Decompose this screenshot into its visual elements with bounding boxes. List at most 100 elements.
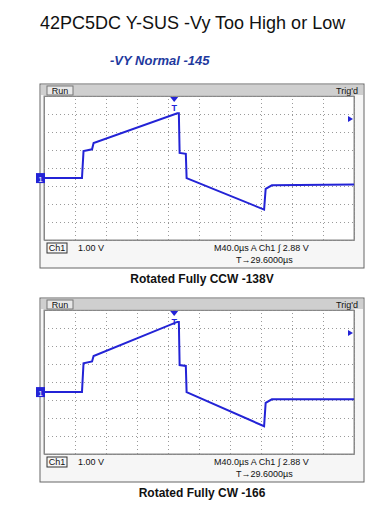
y-grid-line — [44, 328, 354, 329]
trace — [44, 113, 354, 209]
x-grid-line — [230, 96, 231, 240]
y-axis-line — [45, 97, 355, 241]
y-grid-line — [44, 114, 354, 115]
screen-frame — [40, 298, 364, 482]
x-grid-line — [323, 96, 324, 240]
channel-marker-box — [36, 387, 45, 397]
trigger-arrow — [170, 97, 178, 102]
screen-frame — [40, 84, 364, 268]
y-grid-line — [44, 132, 354, 133]
trace-group — [44, 113, 354, 209]
trigger-arrow — [170, 311, 178, 316]
trigger-marker: T — [171, 103, 177, 113]
plot-area — [44, 310, 354, 454]
x-tick — [261, 310, 262, 454]
status-bar — [41, 299, 363, 309]
y-tick — [44, 114, 354, 115]
x-tick — [106, 96, 107, 240]
trigger-level-arrow — [348, 116, 353, 122]
trigger-position: T→29.6000µs — [236, 469, 293, 479]
page-subtitle: -VY Normal -145 — [110, 53, 210, 68]
x-grid-line — [75, 96, 76, 240]
run-status: Run — [52, 86, 69, 96]
y-grid-line — [44, 168, 354, 169]
plot-frame — [44, 96, 354, 240]
plot-area — [44, 96, 354, 240]
x-tick — [323, 310, 324, 454]
y-tick — [44, 436, 354, 437]
y-grid-line — [44, 186, 354, 187]
scope-screen: Run Trig'd T 1 Ch1 1.00 V M40.0µs A Ch1 ∫ 2.88… — [36, 298, 364, 482]
volts-per-div: 1.00 V — [78, 243, 104, 253]
x-axis — [45, 310, 355, 455]
x-grid-line — [261, 96, 262, 240]
x-tick — [137, 96, 138, 240]
ch1-box — [47, 457, 67, 467]
x-grid-line — [199, 96, 200, 240]
trace — [44, 322, 354, 426]
x-tick — [137, 310, 138, 454]
x-axis — [45, 96, 355, 241]
y-grid-line — [44, 204, 354, 205]
x-tick — [230, 310, 231, 454]
status-bar — [41, 85, 363, 95]
x-grid-line — [106, 310, 107, 454]
y-tick — [44, 204, 354, 205]
x-axis-line — [45, 310, 355, 455]
y-tick — [44, 168, 354, 169]
channel-label: Ch1 — [49, 457, 66, 467]
channel-marker-box — [36, 173, 45, 183]
page-title: 42PC5DC Y-SUS -Vy Too High or Low — [40, 13, 346, 33]
page: 42PC5DC Y-SUS -Vy Too High or Low -VY Nor… — [0, 0, 388, 516]
trigger-level-arrow — [348, 330, 353, 336]
x-tick — [75, 96, 76, 240]
y-tick — [44, 186, 354, 187]
volts-per-div: 1.00 V — [78, 457, 104, 467]
y-grid-line — [44, 382, 354, 383]
ch1-box — [47, 243, 67, 253]
x-tick — [323, 96, 324, 240]
y-tick — [44, 132, 354, 133]
channel-marker: 1 — [38, 175, 43, 184]
x-tick — [199, 310, 200, 454]
x-grid-line — [323, 310, 324, 454]
timebase: M40.0µs A Ch1 ∫ 2.88 V — [214, 457, 309, 467]
y-tick — [44, 364, 354, 365]
run-box — [47, 300, 73, 309]
x-grid-line — [137, 310, 138, 454]
plot-frame — [44, 310, 354, 454]
trace-group — [44, 322, 354, 426]
y-grid-line — [44, 436, 354, 437]
y-tick — [44, 382, 354, 383]
y-axis-line — [45, 311, 355, 455]
y-grid-line — [44, 222, 354, 223]
caption: Rotated Fully CCW -138V — [130, 272, 273, 286]
channel-label: Ch1 — [49, 243, 66, 253]
x-grid-line — [106, 96, 107, 240]
trigger-position: T→29.6000µs — [236, 255, 293, 265]
scope-screen: RunTrig'dT1Ch11.00 VM40.0µs A Ch1 ∫ 2.88… — [36, 84, 364, 268]
x-grid-line — [230, 310, 231, 454]
run-status: Run — [52, 300, 69, 310]
y-grid-line — [44, 418, 354, 419]
y-grid-line — [44, 364, 354, 365]
x-axis-line — [45, 96, 355, 241]
x-grid-line — [75, 310, 76, 454]
x-tick — [230, 96, 231, 240]
y-tick — [44, 346, 354, 347]
x-grid-line — [261, 310, 262, 454]
channel-marker: 1 — [38, 389, 43, 398]
trigger-marker: T — [171, 317, 177, 327]
trigger-status: Trig'd — [336, 86, 358, 96]
x-tick — [261, 96, 262, 240]
y-tick — [44, 222, 354, 223]
x-grid-line — [137, 96, 138, 240]
y-axis — [44, 97, 354, 241]
caption: Rotated Fully CW -166 — [139, 486, 266, 500]
x-tick — [75, 310, 76, 454]
y-tick — [44, 418, 354, 419]
x-tick — [199, 96, 200, 240]
y-grid-line — [44, 346, 354, 347]
run-box — [47, 86, 73, 95]
trigger-status: Trig'd — [336, 300, 358, 310]
